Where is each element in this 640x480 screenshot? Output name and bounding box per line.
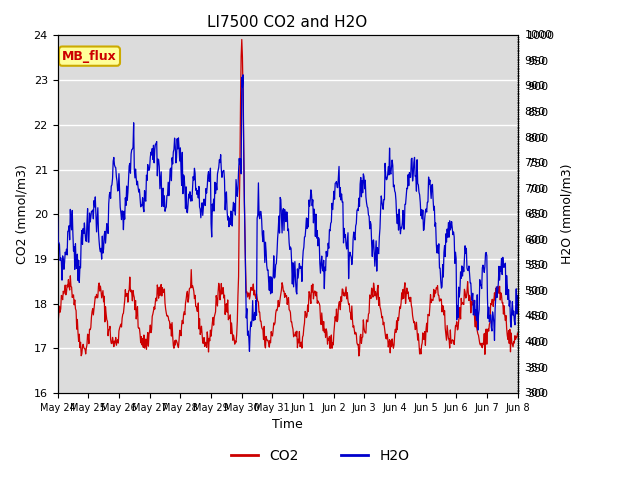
Text: 400: 400	[524, 337, 545, 347]
Text: 550: 550	[524, 260, 545, 270]
X-axis label: Time: Time	[272, 419, 303, 432]
Text: 900: 900	[524, 82, 545, 92]
Text: 600: 600	[524, 235, 545, 245]
Title: LI7500 CO2 and H2O: LI7500 CO2 and H2O	[207, 15, 367, 30]
Text: 1000: 1000	[524, 30, 552, 40]
Text: 750: 750	[524, 158, 545, 168]
Legend: CO2, H2O: CO2, H2O	[225, 443, 415, 468]
Text: 450: 450	[524, 312, 545, 322]
Text: 850: 850	[524, 107, 545, 117]
Text: 950: 950	[524, 56, 545, 66]
Y-axis label: H2O (mmol/m3): H2O (mmol/m3)	[561, 164, 574, 264]
Text: 500: 500	[524, 286, 545, 296]
Text: 650: 650	[524, 209, 545, 219]
Y-axis label: CO2 (mmol/m3): CO2 (mmol/m3)	[15, 164, 28, 264]
Text: MB_flux: MB_flux	[62, 49, 117, 63]
Text: 700: 700	[524, 184, 545, 193]
Text: 350: 350	[524, 362, 545, 372]
Text: 300: 300	[524, 388, 545, 398]
Text: 800: 800	[524, 132, 545, 143]
